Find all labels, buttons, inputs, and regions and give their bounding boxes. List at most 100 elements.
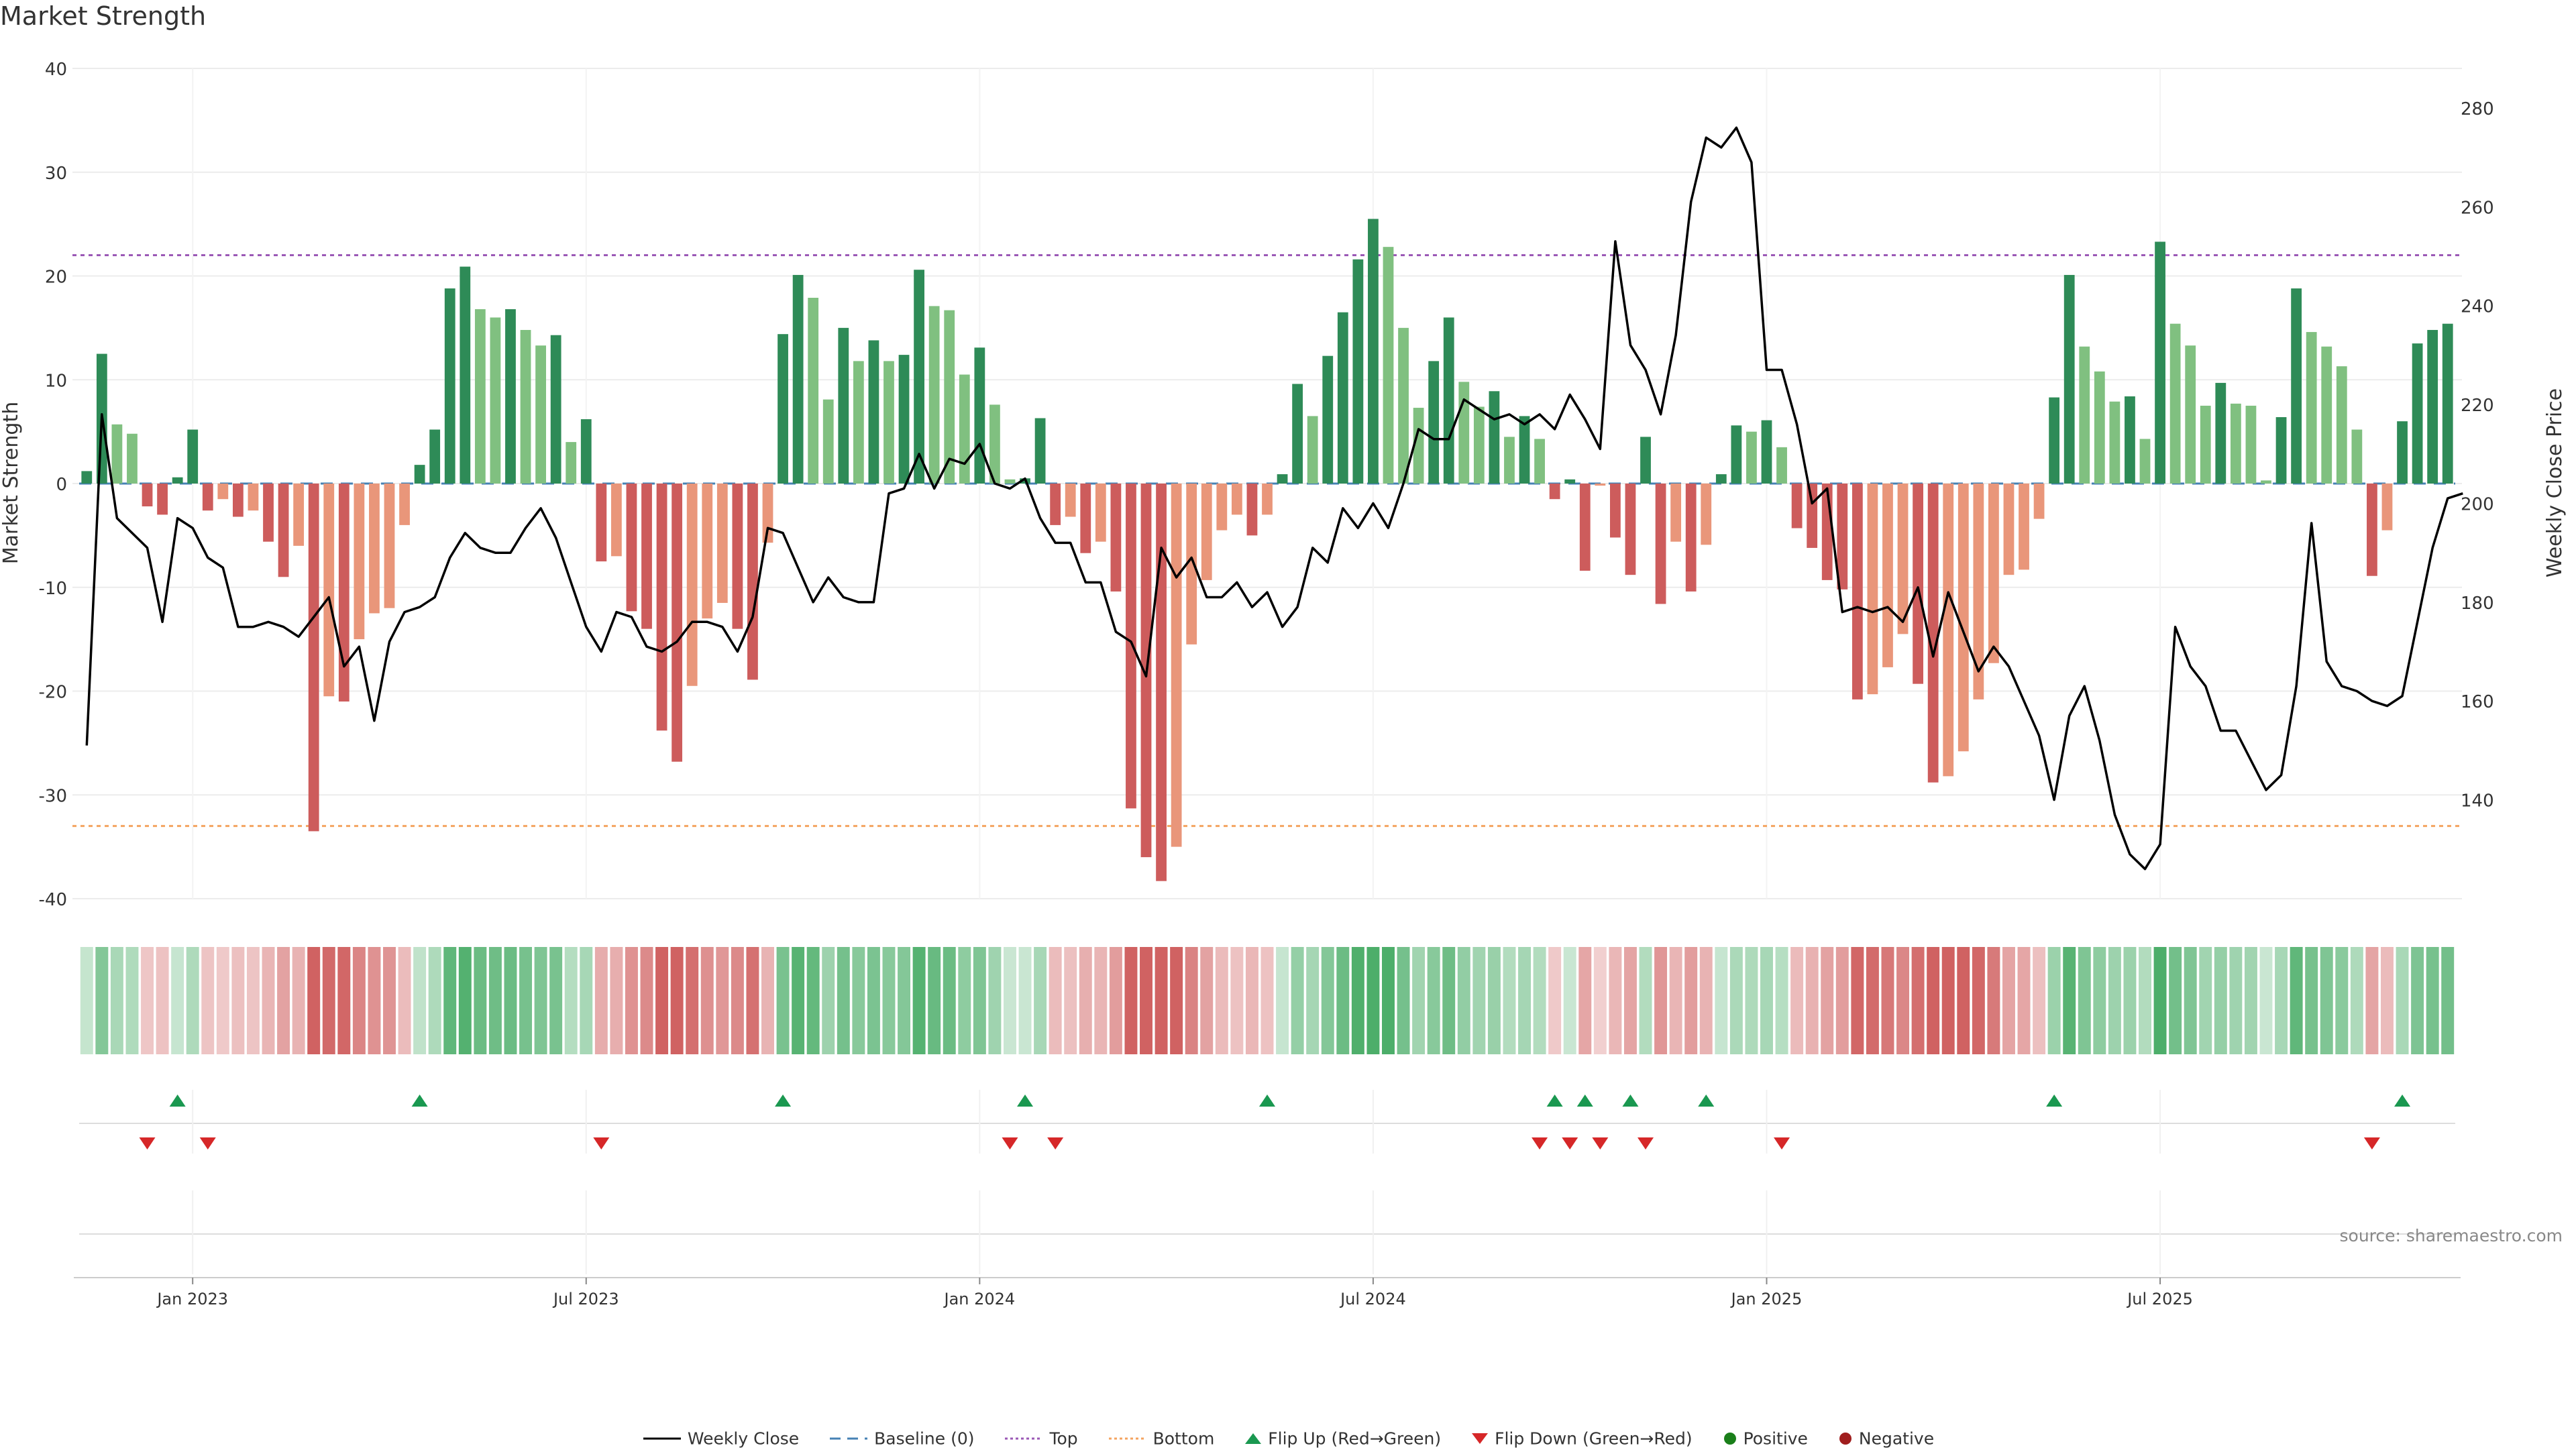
strength-bar — [429, 429, 441, 484]
strength-bar — [2351, 429, 2363, 484]
heat-cell — [1412, 947, 1426, 1054]
heat-cell — [1397, 947, 1410, 1054]
strength-bar — [2139, 439, 2151, 484]
strength-bar — [248, 484, 259, 511]
strength-bar — [1791, 484, 1803, 528]
strength-bar — [2412, 343, 2423, 484]
strength-bar — [853, 361, 864, 484]
strength-bar — [1277, 474, 1288, 484]
flip-up-marker — [2046, 1095, 2063, 1107]
heat-cell — [1760, 947, 1773, 1054]
strength-bar — [414, 465, 425, 484]
strength-bar — [1882, 484, 1893, 667]
heat-cell — [1911, 947, 1925, 1054]
heat-cell — [2123, 947, 2137, 1054]
strength-bar — [1670, 484, 1682, 542]
strength-bar — [157, 484, 168, 515]
strength-bar — [2049, 397, 2060, 484]
strength-bar — [2063, 274, 2075, 484]
heat-cell — [488, 947, 502, 1054]
source-note: source: sharemaestro.com — [2339, 1226, 2563, 1245]
strength-bar — [1201, 484, 1212, 580]
heat-cell — [1745, 947, 1758, 1054]
flip-down-marker — [1774, 1137, 1790, 1150]
strength-bar — [1095, 484, 1106, 542]
heat-cell — [792, 947, 805, 1054]
strength-bar — [672, 484, 683, 762]
strength-bar — [2185, 345, 2196, 484]
strength-bar — [2033, 484, 2045, 519]
heat-cell — [1200, 947, 1214, 1054]
heat-cell — [2259, 947, 2273, 1054]
strength-bar — [1731, 425, 1742, 484]
heat-cell — [246, 947, 260, 1054]
heat-cell — [1260, 947, 1274, 1054]
legend-negative: Negative — [1837, 1428, 1934, 1448]
heat-cell — [1729, 947, 1743, 1054]
heat-cell — [1563, 947, 1576, 1054]
heat-cell — [2139, 947, 2151, 1054]
flip-down-marker — [1532, 1137, 1548, 1150]
strength-bar — [354, 484, 365, 640]
heat-cell — [383, 947, 396, 1054]
x-tick-label: Jan 2023 — [156, 1290, 228, 1308]
strength-bar — [338, 484, 350, 702]
heat-cell — [2350, 947, 2363, 1054]
legend-label: Bottom — [1152, 1429, 1215, 1449]
legend-top: Top — [1004, 1428, 1078, 1448]
heat-cell — [1321, 947, 1334, 1054]
heat-cell — [1487, 947, 1501, 1054]
heat-cell — [1245, 947, 1258, 1054]
flip-down-marker — [139, 1137, 156, 1150]
strength-bar — [1988, 484, 1999, 663]
heat-cell — [1291, 947, 1304, 1054]
triangle-up-icon — [1245, 1433, 1262, 1444]
strength-bar — [1322, 355, 1334, 484]
dot-red-icon — [1839, 1432, 1851, 1445]
strength-bar — [2381, 484, 2393, 530]
strength-bar — [1807, 484, 1818, 548]
strength-bar — [1246, 484, 1258, 536]
strength-bar — [1443, 317, 1454, 484]
strength-bar — [1186, 484, 1197, 645]
legend-label: Positive — [1743, 1429, 1808, 1449]
heat-cell — [2063, 947, 2076, 1054]
heat-cell — [973, 947, 986, 1054]
flip-up-marker — [169, 1095, 186, 1107]
heat-cell — [1548, 947, 1562, 1054]
heat-cell — [1593, 947, 1607, 1054]
heat-cell — [1018, 947, 1032, 1054]
strength-bar — [1655, 484, 1666, 604]
legend-label: Flip Down (Green→Red) — [1495, 1429, 1693, 1449]
y-tick-label: -40 — [39, 890, 67, 910]
flip-down-marker — [1562, 1137, 1578, 1150]
strength-bar — [1534, 439, 1545, 484]
strength-bar — [460, 266, 471, 484]
axes: -40 -30 -20 -10 0 10 20 30 40 140 160 180 200 220 240 2… — [0, 60, 2567, 910]
strength-bar — [2125, 396, 2135, 484]
strength-bar — [1625, 484, 1636, 575]
legend-label: Baseline (0) — [874, 1429, 975, 1449]
heat-cell — [1775, 947, 1788, 1054]
heat-cell — [2426, 947, 2439, 1054]
heat-cell — [1972, 947, 1985, 1054]
strength-bar — [1943, 484, 1954, 777]
flip-markers — [79, 1090, 2455, 1274]
strength-bar — [944, 310, 955, 484]
heat-cell — [1109, 947, 1122, 1054]
heat-cell — [1124, 947, 1138, 1054]
heat-cell — [262, 947, 275, 1054]
y-axis-label: Market Strength — [0, 402, 23, 564]
legend-dotted-icon — [1108, 1437, 1146, 1440]
heat-cell — [80, 947, 93, 1054]
strength-bar — [2094, 371, 2105, 484]
strength-bar — [1171, 484, 1182, 847]
heat-cell — [837, 947, 850, 1054]
flip-down-marker — [1047, 1137, 1064, 1150]
strength-bar — [1034, 418, 1046, 484]
heat-cell — [1518, 947, 1532, 1054]
strength-bar — [2442, 323, 2453, 484]
strength-bar — [777, 334, 788, 484]
flip-up-marker — [1017, 1095, 1034, 1107]
strength-bar — [2261, 480, 2271, 484]
